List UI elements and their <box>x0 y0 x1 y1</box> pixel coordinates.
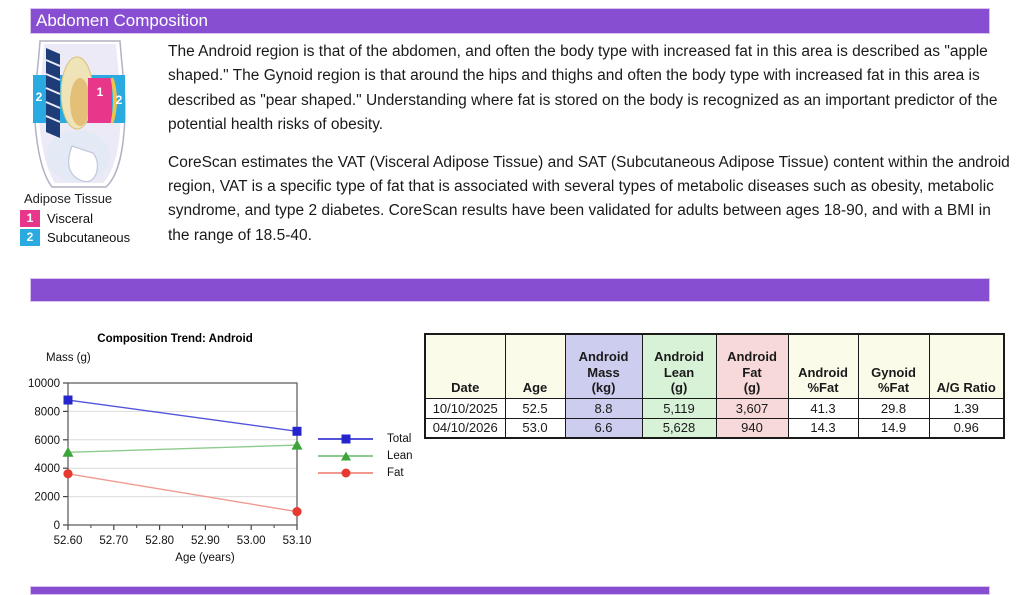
svg-text:2000: 2000 <box>34 492 60 504</box>
svg-text:4000: 4000 <box>34 463 60 475</box>
chart-legend-item: Fat <box>318 464 413 481</box>
legend-label: Visceral <box>47 211 94 226</box>
table-header-cell: Date <box>424 333 506 399</box>
next-section-bar <box>30 586 990 595</box>
adipose-legend-item: 2 Subcutaneous <box>20 228 130 247</box>
legend-line-sample <box>318 434 373 443</box>
table-header-row: Date Age Android Mass (kg) Android Lean (g) Andr… <box>424 333 1005 399</box>
paragraph-android-gynoid: The Android region is that of the abdome… <box>168 43 998 134</box>
adipose-legend: 1 Visceral 2 Subcutaneous <box>20 209 130 247</box>
chart-legend-item: Total <box>318 430 413 447</box>
svg-text:10000: 10000 <box>28 378 60 390</box>
trend-plot: 0 2000 4000 6000 8000 10000 52.60 52.70 52.80 52.… <box>28 378 312 547</box>
table-header-cell: Android Mass (kg) <box>564 333 643 399</box>
table-header-cell: Android Lean (g) <box>641 333 717 399</box>
table-row: 04/10/2026 53.0 6.6 5,628 940 14.3 14.9 0.96 <box>424 417 1005 439</box>
adipose-legend-item: 1 Visceral <box>20 209 130 228</box>
table-cell: 3,607 <box>715 397 789 419</box>
legend-series-label: Fat <box>387 466 404 479</box>
paragraph-corescan: CoreScan estimates the VAT (Visceral Adi… <box>168 153 1010 244</box>
svg-text:53.00: 53.00 <box>237 535 266 547</box>
results-table: Date Age Android Mass (kg) Android Lean (g) Andr… <box>424 333 1005 439</box>
svg-text:53.10: 53.10 <box>283 535 312 547</box>
table-header-cell: A/G Ratio <box>928 333 1005 399</box>
legend-color-swatch: 2 <box>20 229 40 246</box>
svg-text:52.60: 52.60 <box>54 535 83 547</box>
section-header-bar: Abdomen Composition <box>30 8 990 34</box>
table-header-cell: Android %Fat <box>787 333 859 399</box>
chart-y-axis-label: Mass (g) <box>46 352 91 364</box>
svg-text:8000: 8000 <box>34 406 60 418</box>
chart-legend-item: Lean <box>318 447 413 464</box>
table-cell: 52.5 <box>504 397 566 419</box>
table-header-cell: Age <box>504 333 566 399</box>
table-cell: 6.6 <box>564 417 643 439</box>
table-header-cell: Gynoid %Fat <box>857 333 930 399</box>
table-body: 10/10/2025 52.5 8.8 5,119 3,607 41.3 29.8 1.39 0… <box>424 397 1005 439</box>
table-cell: 29.8 <box>857 397 930 419</box>
svg-text:52.90: 52.90 <box>191 535 220 547</box>
table-cell: 14.9 <box>857 417 930 439</box>
square-marker-icon <box>341 434 350 443</box>
section-divider-bar <box>30 278 990 302</box>
chart-title: Composition Trend: Android <box>97 333 253 345</box>
figure-caption: Adipose Tissue <box>24 191 113 206</box>
legend-series-label: Total <box>387 432 412 445</box>
svg-text:52.80: 52.80 <box>145 535 174 547</box>
circle-marker-icon <box>341 468 350 477</box>
page-title: Abdomen Composition <box>36 11 208 30</box>
abdomen-cross-section-image: 2 1 2 <box>33 40 126 188</box>
table-cell: 940 <box>715 417 789 439</box>
legend-series-label: Lean <box>387 449 413 462</box>
subcutaneous-label-right: 2 <box>116 93 123 107</box>
svg-text:0: 0 <box>54 520 60 532</box>
svg-text:6000: 6000 <box>34 435 60 447</box>
table-cell: 14.3 <box>787 417 859 439</box>
legend-line-sample <box>318 468 373 477</box>
table-cell: 5,119 <box>641 397 717 419</box>
chart-x-axis-label: Age (years) <box>175 552 235 564</box>
results-table-container: Date Age Android Mass (kg) Android Lean (g) Andr… <box>424 333 1005 439</box>
legend-line-sample <box>318 451 373 460</box>
table-cell: 8.8 <box>564 397 643 419</box>
table-cell: 1.39 <box>928 397 1005 419</box>
table-cell: 53.0 <box>504 417 566 439</box>
subcutaneous-label-left: 2 <box>36 90 43 104</box>
composition-trend-chart: Composition Trend: Android Mass (g) 0 200… <box>20 328 440 583</box>
triangle-marker-icon <box>340 451 351 460</box>
table-cell: 04/10/2026 <box>424 417 506 439</box>
table-header-cell: Android Fat (g) <box>715 333 789 399</box>
table-row: 10/10/2025 52.5 8.8 5,119 3,607 41.3 29.8 1.39 <box>424 397 1005 419</box>
table-cell: 5,628 <box>641 417 717 439</box>
legend-label: Subcutaneous <box>47 230 131 245</box>
description-text: The Android region is that of the abdome… <box>168 40 1013 261</box>
legend-color-swatch: 1 <box>20 210 40 227</box>
visceral-label: 1 <box>97 85 104 99</box>
table-cell: 10/10/2025 <box>424 397 506 419</box>
adipose-tissue-figure: 2 1 2 <box>30 38 127 190</box>
svg-text:52.70: 52.70 <box>99 535 128 547</box>
table-cell: 41.3 <box>787 397 859 419</box>
chart-legend: Total Lean Fat <box>318 430 413 481</box>
table-cell: 0.96 <box>928 417 1005 439</box>
